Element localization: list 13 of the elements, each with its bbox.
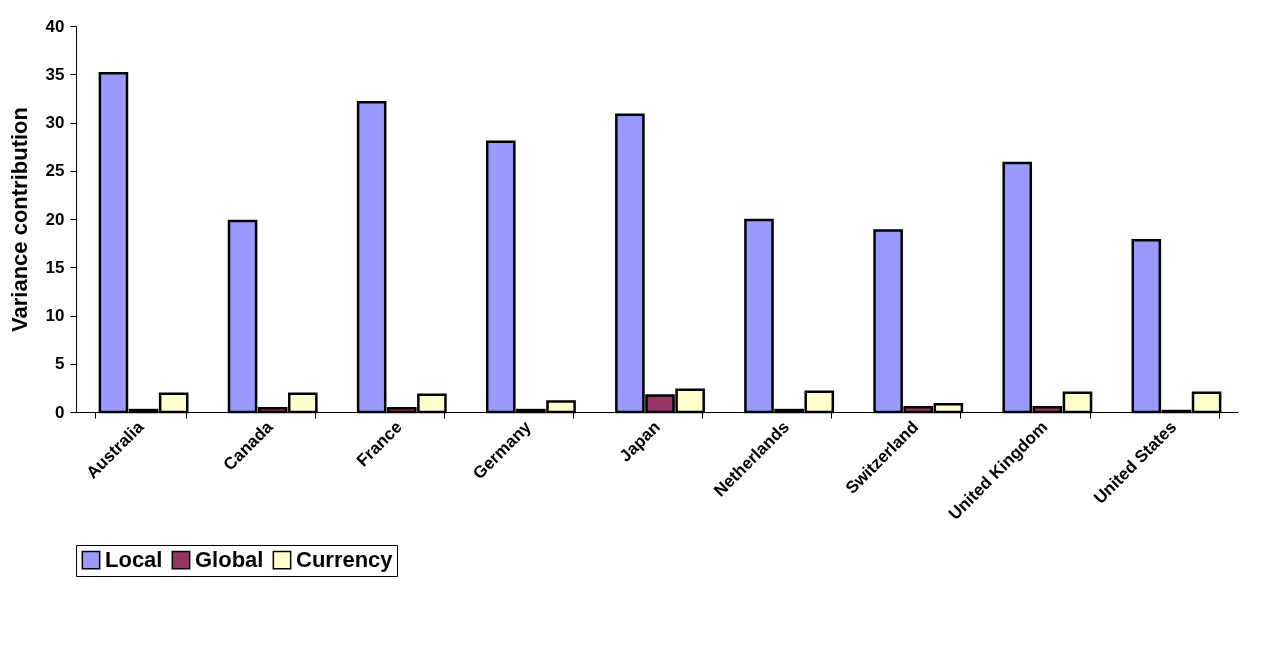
legend-label: Global: [195, 547, 264, 573]
legend-label: Local: [105, 547, 163, 573]
y-tick-label: 25: [45, 161, 65, 181]
legend-label: Currency: [296, 547, 394, 573]
y-tick-label: 15: [45, 257, 65, 277]
y-tick-label: 0: [55, 402, 65, 422]
y-tick-label: 30: [45, 113, 65, 132]
y-tick-label: 20: [45, 209, 65, 229]
y-tick-label: 5: [55, 354, 65, 374]
y-tick-label: 10: [45, 306, 65, 325]
y-tick-label: 40: [45, 16, 65, 36]
y-tick-label: 35: [45, 64, 65, 84]
y-axis-title: Variance contribution: [6, 107, 32, 332]
